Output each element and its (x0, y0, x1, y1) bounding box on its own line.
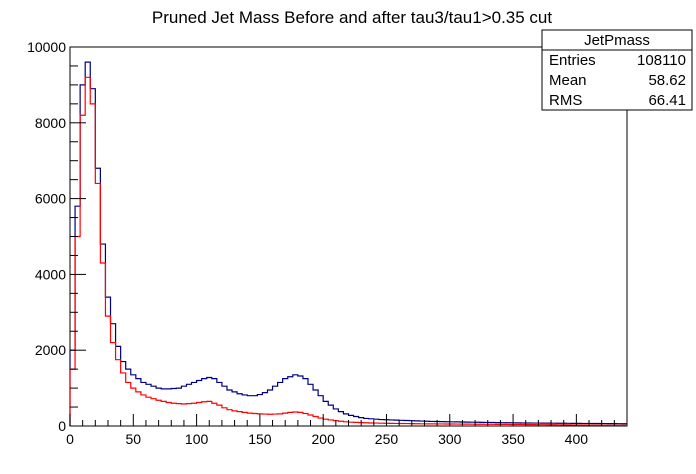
stats-box: JetPmass Entries 108110 Mean 58.62 RMS 66.41 (541, 29, 693, 111)
stats-value-entries: 108110 (637, 52, 686, 69)
x-tick-label: 50 (126, 431, 142, 447)
x-tick-label: 300 (438, 431, 462, 447)
x-tick-label: 250 (375, 431, 399, 447)
series-line-1 (69, 76, 627, 426)
x-tick-label: 400 (565, 431, 589, 447)
y-tick-label: 8000 (35, 115, 66, 131)
stats-label-rms: RMS (549, 92, 582, 109)
stats-value-mean: 58.62 (648, 72, 686, 89)
y-tick-label: 6000 (35, 191, 66, 207)
axes: 0 50 100 150 200 250 300 350 4000200040006000800… (27, 39, 615, 447)
chart-title: Pruned Jet Mass Before and after tau3/ta… (152, 8, 553, 27)
stats-label-mean: Mean (549, 72, 587, 89)
stats-value-rms: 66.41 (648, 92, 686, 109)
y-tick-label: 2000 (35, 342, 66, 358)
y-tick-label: 4000 (35, 266, 66, 282)
x-tick-label: 150 (248, 431, 272, 447)
series-line-0 (69, 61, 627, 426)
stats-box-border (541, 29, 693, 111)
x-tick-label: 200 (312, 431, 336, 447)
x-tick-label: 350 (501, 431, 525, 447)
stats-label-entries: Entries (549, 52, 596, 69)
series-layer (69, 61, 627, 426)
stats-box-title: JetPmass (584, 32, 650, 49)
x-tick-label: 0 (66, 431, 74, 447)
y-tick-label: 10000 (27, 39, 66, 55)
y-tick-label: 0 (58, 418, 66, 434)
x-tick-label: 100 (185, 431, 209, 447)
